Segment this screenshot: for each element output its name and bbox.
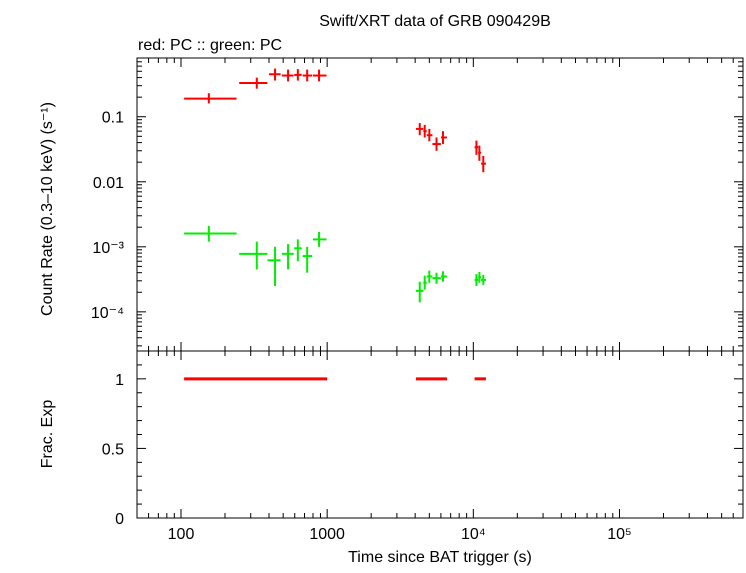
data-point xyxy=(478,271,482,283)
data-point xyxy=(474,274,479,286)
data-point xyxy=(481,155,486,173)
legend-text: red: PC :: green: PC xyxy=(138,37,282,54)
y-tick-label: 0 xyxy=(115,511,124,528)
y-tick-label: 1 xyxy=(115,372,124,389)
bottom-plot-frame xyxy=(136,350,744,519)
data-point xyxy=(432,137,441,151)
data-point xyxy=(239,77,268,89)
top-ticks: 10⁻⁴ 10⁻³ 0.01 0.1 xyxy=(91,57,744,351)
data-point xyxy=(426,128,433,142)
data-point xyxy=(312,69,327,82)
top-ylabel: Count Rate (0.3–10 keV) (s⁻¹) xyxy=(39,102,56,316)
x-tick-labels: 100 1000 10⁴ 10⁵ xyxy=(168,526,632,543)
x-axis-label: Time since BAT trigger (s) xyxy=(348,549,532,566)
data-point xyxy=(281,69,294,82)
y-tick-label: 0.5 xyxy=(102,441,124,458)
data-point xyxy=(474,140,479,155)
data-point xyxy=(302,69,313,82)
top-panel: 10⁻⁴ 10⁻³ 0.01 0.1 Count Rate (0.3–10 keV) … xyxy=(39,57,744,352)
data-point xyxy=(268,68,281,81)
top-data-marks xyxy=(184,68,486,303)
data-point xyxy=(415,123,424,136)
x-tick-label: 10⁴ xyxy=(461,526,486,543)
data-point xyxy=(267,246,281,286)
bottom-ylabel: Frac. Exp xyxy=(39,400,56,469)
y-tick-label: 0.01 xyxy=(93,175,124,192)
series-red-pc xyxy=(184,68,486,173)
data-point xyxy=(432,272,441,284)
data-point xyxy=(426,270,433,283)
chart-title: Swift/XRT data of GRB 090429B xyxy=(319,13,551,30)
data-point xyxy=(312,231,327,247)
data-point xyxy=(184,93,237,104)
data-point xyxy=(294,69,302,81)
data-point xyxy=(302,246,313,273)
top-plot-frame xyxy=(136,57,744,352)
bottom-ticks: 00.51 xyxy=(102,350,744,528)
data-point xyxy=(478,145,482,161)
data-point xyxy=(440,131,447,145)
data-point xyxy=(423,275,427,290)
data-point xyxy=(440,271,447,282)
data-point xyxy=(415,281,424,303)
data-point xyxy=(184,225,237,242)
data-point xyxy=(481,274,486,285)
x-tick-label: 1000 xyxy=(309,526,345,543)
y-tick-label: 10⁻³ xyxy=(92,240,124,257)
x-tick-label: 10⁵ xyxy=(607,526,631,543)
data-point xyxy=(423,124,427,138)
x-tick-label: 100 xyxy=(168,526,195,543)
y-tick-label: 0.1 xyxy=(102,110,124,127)
data-point xyxy=(281,244,294,270)
series-green-pc xyxy=(184,225,486,303)
bottom-panel: 00.51 Frac. Exp xyxy=(39,350,744,528)
y-tick-label: 10⁻⁴ xyxy=(91,305,124,322)
data-point xyxy=(294,239,302,262)
data-point xyxy=(239,241,268,270)
